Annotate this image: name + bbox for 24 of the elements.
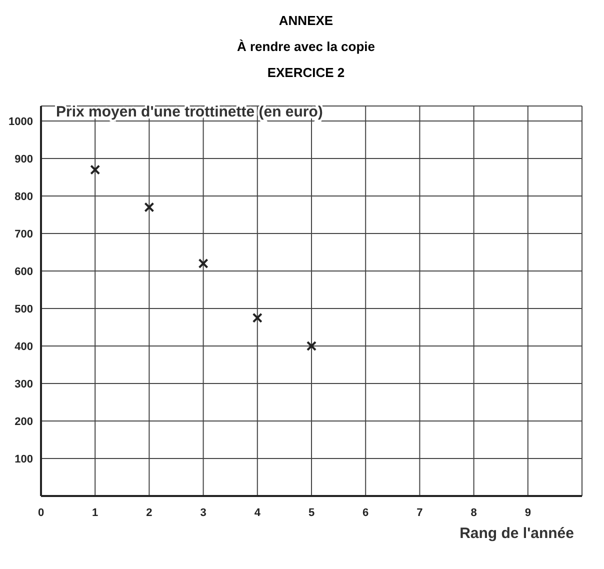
y-tick-label: 700 (14, 228, 33, 240)
x-tick-label: 8 (470, 507, 477, 519)
x-tick-label: 0 (38, 507, 44, 519)
y-tick-label: 400 (14, 340, 33, 353)
y-tick-label: 800 (14, 190, 33, 203)
y-tick-label: 1000 (8, 116, 33, 128)
x-tick-label: 7 (416, 507, 423, 519)
y-tick-label: 300 (14, 378, 33, 390)
x-tick-label: 6 (362, 507, 369, 519)
y-tick-label: 500 (14, 303, 33, 316)
x-tick-label: 1 (92, 507, 98, 519)
chart-title: ANNEXE (278, 12, 334, 30)
x-tick-label: 4 (254, 507, 262, 519)
x-tick-label: 5 (308, 507, 315, 519)
y-tick-label: 100 (14, 453, 33, 466)
x-tick-label: 9 (524, 507, 531, 519)
x-tick-label: 3 (200, 507, 206, 519)
y-tick-label: 200 (14, 416, 33, 428)
y-tick-label: 600 (14, 266, 33, 278)
x-axis-title: Rang de l'année (460, 525, 574, 542)
chart-subtitle: À rendre avec la copie (236, 38, 376, 56)
y-tick-label: 900 (14, 153, 33, 166)
x-tick-label: 2 (146, 507, 152, 519)
text: EXERCICE 2 (266, 64, 346, 82)
